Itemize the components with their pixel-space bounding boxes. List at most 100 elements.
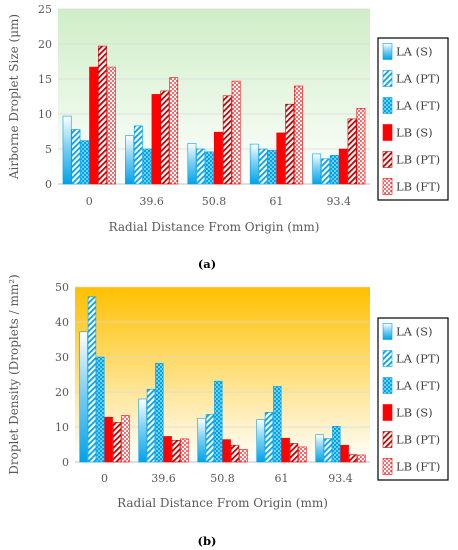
x-tick-labels-a: 0 39.6 50.8 61 93.4: [86, 195, 351, 208]
y-tick-label: 0: [45, 178, 52, 191]
chart-b: 0 10 20 30 40 50 0 39.6 50.8 61 93.4 Droplet Dens…: [7, 274, 449, 548]
bar: [231, 80, 241, 185]
bar: [169, 77, 179, 185]
x-tick-label: 61: [275, 472, 289, 485]
bar: [146, 388, 156, 463]
bar: [289, 443, 299, 463]
bar: [79, 331, 88, 463]
bar: [214, 131, 223, 185]
x-axis-label-a: Radial Distance From Origin (mm): [109, 220, 320, 234]
bar: [273, 386, 282, 463]
bar: [98, 45, 107, 185]
bar: [356, 108, 366, 185]
legend-label: LA (FT): [396, 99, 440, 113]
x-tick-label: 50.8: [210, 472, 235, 485]
bar: [323, 438, 333, 463]
x-axis-label-b: Radial Distance From Origin (mm): [117, 496, 328, 510]
y-tick-label: 0: [62, 456, 69, 469]
bar: [180, 438, 189, 463]
legend-swatch: [382, 178, 393, 195]
bar: [87, 296, 97, 463]
y-tick-label: 25: [38, 3, 52, 16]
y-axis-label-b: Droplet Density (Droplets / mm²): [7, 274, 21, 475]
bar: [205, 151, 215, 185]
bar: [89, 66, 99, 185]
y-tick-label: 20: [55, 386, 69, 399]
bar: [276, 132, 286, 185]
y-tick-label: 30: [55, 351, 69, 364]
gridlines-b: [75, 286, 370, 463]
y-tick-labels-a: 0 5 10 15 20 25: [38, 3, 52, 191]
legend-swatch: [382, 124, 393, 141]
bar: [315, 434, 324, 463]
bar: [294, 85, 303, 185]
bar: [62, 115, 72, 185]
bar: [249, 143, 259, 185]
legend-swatch: [382, 70, 393, 87]
legend-label: LB (FT): [396, 460, 440, 474]
bar: [125, 135, 134, 185]
bar: [151, 94, 161, 185]
legend-swatch: [382, 458, 393, 475]
y-tick-label: 20: [38, 38, 52, 51]
legend-swatch: [382, 431, 393, 448]
legend-swatch: [382, 323, 393, 340]
bar: [338, 148, 348, 185]
bar: [312, 153, 322, 185]
bars-a: [62, 45, 366, 185]
bar: [321, 158, 330, 185]
bar: [80, 140, 90, 185]
x-tick-label: 93.4: [328, 472, 353, 485]
bar: [160, 90, 170, 185]
bar: [187, 143, 197, 185]
x-tick-label: 0: [101, 472, 108, 485]
bar: [112, 422, 122, 463]
legend-label: LB (FT): [396, 180, 440, 194]
y-tick-label: 5: [45, 143, 52, 156]
bars-b: [79, 296, 366, 463]
x-tick-label: 61: [269, 195, 283, 208]
bar: [340, 444, 349, 463]
legend-label: LB (S): [396, 406, 433, 420]
bar: [222, 439, 231, 463]
legend-label: LA (S): [396, 45, 432, 59]
bar: [133, 125, 143, 185]
bar: [329, 155, 339, 185]
y-tick-label: 50: [55, 281, 69, 294]
bar: [163, 436, 172, 463]
bar: [256, 419, 265, 463]
legend-label: LA (PT): [396, 72, 440, 86]
bar: [71, 129, 81, 185]
bar: [106, 66, 116, 185]
bar: [357, 454, 366, 463]
legend-box: [377, 317, 449, 481]
bar: [222, 95, 232, 185]
x-tick-label: 93.4: [327, 195, 352, 208]
bar: [267, 150, 277, 185]
legend-swatch: [382, 43, 393, 60]
legend-label: LA (S): [396, 325, 432, 339]
x-tick-label: 39.6: [151, 472, 176, 485]
y-tick-label: 15: [38, 73, 52, 86]
bar: [155, 362, 164, 463]
bar: [230, 444, 240, 463]
x-tick-label: 39.6: [139, 195, 164, 208]
bar: [281, 437, 290, 463]
legend-label: LB (PT): [396, 433, 440, 447]
x-tick-label: 50.8: [202, 195, 227, 208]
bar: [332, 425, 341, 463]
chart-a: 0 5 10 15 20 25 0 39.6 50.8 61 93.4 Airborne Drop…: [7, 3, 449, 271]
y-tick-label: 10: [38, 108, 52, 121]
legend-swatch: [382, 151, 393, 168]
legend-box: [377, 37, 449, 201]
legend-swatch: [382, 404, 393, 421]
legend-a: LA (S) LA (PT) LA (FT) LB (S) LB (PT) LB (FT): [377, 37, 449, 201]
bar: [205, 414, 215, 463]
caption-a: (a): [198, 257, 216, 271]
bar: [104, 416, 113, 463]
bar: [138, 398, 147, 463]
bar: [347, 118, 357, 185]
bar: [264, 411, 274, 463]
bar: [214, 380, 223, 463]
